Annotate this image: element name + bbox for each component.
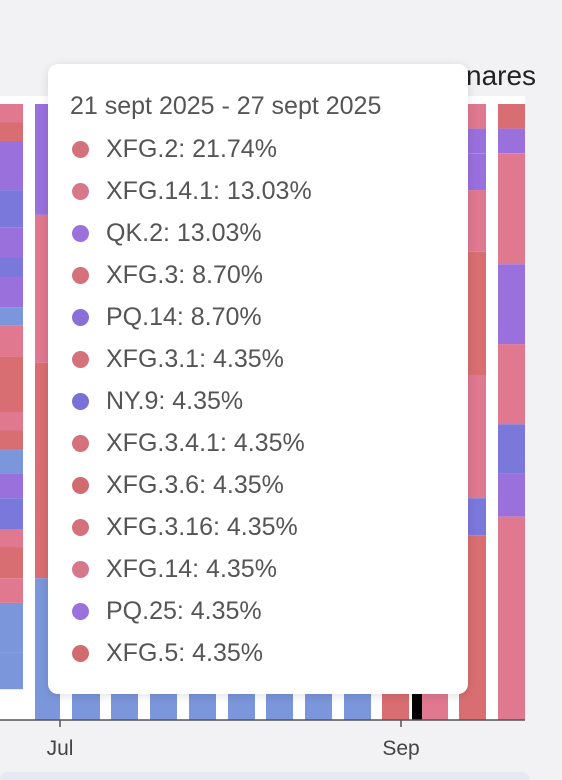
legend-dot-icon xyxy=(72,350,89,368)
bar-segment[interactable] xyxy=(0,578,23,603)
tooltip-item-label: XFG.14.1: 13.03% xyxy=(106,176,312,205)
tooltip-item: NY.9: 4.35% xyxy=(70,380,468,422)
tooltip-item: XFG.5: 4.35% xyxy=(70,632,468,674)
legend-dot-icon xyxy=(72,224,89,242)
legend-dot-icon xyxy=(72,560,89,578)
bar-segment[interactable] xyxy=(0,529,23,548)
legend-dot-icon xyxy=(72,602,89,620)
bar-segment[interactable] xyxy=(0,473,23,499)
tooltip-item-label: XFG.3.16: 4.35% xyxy=(106,512,298,541)
x-axis-tick-label: Jul xyxy=(47,737,74,760)
tooltip-item-label: XFG.2: 21.74% xyxy=(106,134,277,163)
bottom-panel-edge xyxy=(0,772,530,780)
tooltip-item-label: XFG.3.4.1: 4.35% xyxy=(106,428,305,457)
legend-dot-icon xyxy=(72,434,89,452)
bar-segment[interactable] xyxy=(498,153,525,265)
tooltip-item-label: NY.9: 4.35% xyxy=(106,386,244,415)
bar-segment[interactable] xyxy=(0,412,23,431)
legend-dot-icon xyxy=(72,308,89,326)
bar-segment[interactable] xyxy=(0,449,23,474)
bar-segment[interactable] xyxy=(0,258,23,277)
tooltip-item: PQ.14: 8.70% xyxy=(70,296,468,338)
bar-segment[interactable] xyxy=(0,430,23,450)
tooltip-item: XFG.3.6: 4.35% xyxy=(70,464,468,506)
tooltip-item: QK.2: 13.03% xyxy=(70,212,468,254)
bar-segment[interactable] xyxy=(498,104,525,129)
bar-segment[interactable] xyxy=(498,264,525,345)
tooltip-item-label: PQ.25: 4.35% xyxy=(106,596,262,625)
tooltip-title: 21 sept 2025 - 27 sept 2025 xyxy=(70,92,382,120)
legend-dot-icon xyxy=(72,518,89,536)
legend-dot-icon xyxy=(72,476,89,494)
legend-dot-icon xyxy=(72,392,89,410)
bar-segment[interactable] xyxy=(0,498,23,529)
bar-segment[interactable] xyxy=(498,344,525,425)
tooltip-item-label: XFG.3: 8.70% xyxy=(106,260,264,289)
legend-dot-icon xyxy=(72,266,89,284)
bar-segment[interactable] xyxy=(0,141,23,191)
tooltip-item-label: XFG.3.6: 4.35% xyxy=(106,470,284,499)
bar-segment[interactable] xyxy=(498,516,525,720)
bar-segment[interactable] xyxy=(498,473,525,517)
bar-segment[interactable] xyxy=(0,276,23,308)
tooltip-item-label: XFG.5: 4.35% xyxy=(106,638,264,667)
bar-segment[interactable] xyxy=(0,104,23,123)
tooltip-item-label: XFG.3.1: 4.35% xyxy=(106,344,284,373)
chart-tooltip: 21 sept 2025 - 27 sept 2025 XFG.2: 21.74… xyxy=(48,64,468,694)
tooltip-item: XFG.3.1: 4.35% xyxy=(70,338,468,380)
tooltip-item: PQ.25: 4.35% xyxy=(70,590,468,632)
bar-segment[interactable] xyxy=(0,307,23,326)
tooltip-item-label: QK.2: 13.03% xyxy=(106,218,262,247)
legend-dot-icon xyxy=(72,140,89,158)
bar-segment[interactable] xyxy=(0,227,23,258)
bar-segment[interactable] xyxy=(0,325,23,357)
bar-segment[interactable] xyxy=(0,122,23,142)
bar-segment[interactable] xyxy=(0,190,23,228)
tooltip-item: XFG.2: 21.74% xyxy=(70,128,468,170)
tooltip-item-label: PQ.14: 8.70% xyxy=(106,302,262,331)
tooltip-list: XFG.2: 21.74% XFG.14.1: 13.03% QK.2: 13.03… xyxy=(70,128,468,674)
bar-segment[interactable] xyxy=(0,547,23,579)
tooltip-item: XFG.3.4.1: 4.35% xyxy=(70,422,468,464)
tooltip-item: XFG.3: 8.70% xyxy=(70,254,468,296)
bar-segment[interactable] xyxy=(498,128,525,154)
bar-segment[interactable] xyxy=(0,652,23,690)
tooltip-item: XFG.14: 4.35% xyxy=(70,548,468,590)
hovered-bar-highlight xyxy=(412,690,422,720)
legend-dot-icon xyxy=(72,644,89,662)
tooltip-item: XFG.3.16: 4.35% xyxy=(70,506,468,548)
tooltip-item-label: XFG.14: 4.35% xyxy=(106,554,277,583)
bar-segment[interactable] xyxy=(0,356,23,412)
tooltip-item: XFG.14.1: 13.03% xyxy=(70,170,468,212)
legend-dot-icon xyxy=(72,182,89,200)
chart-title-fragment: nares xyxy=(466,60,537,91)
bar-segment[interactable] xyxy=(0,603,23,653)
bar-segment[interactable] xyxy=(498,424,525,474)
x-axis-tick-label: Sep xyxy=(382,737,419,760)
